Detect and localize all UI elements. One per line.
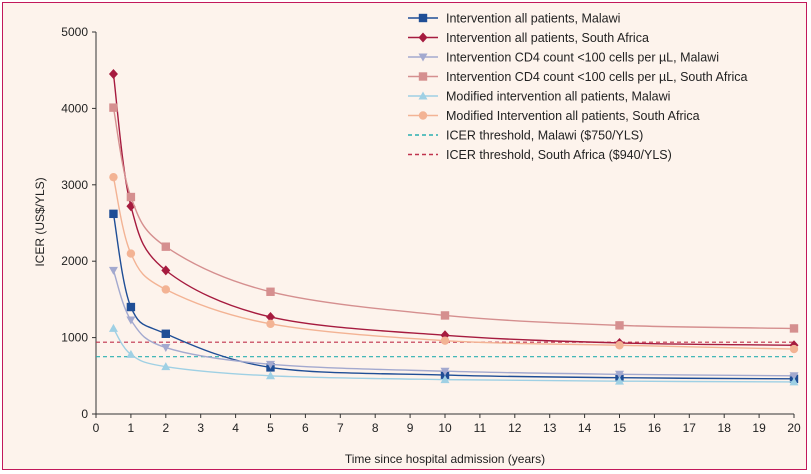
data-point (418, 32, 428, 43)
series-line (112, 107, 795, 330)
data-point (126, 316, 136, 325)
x-tick-label: 12 (508, 421, 522, 435)
axes: 0 1 2 3 4 5 6 7 8 9 10 11 12 13 14 15 16 17 18 19 2001000200… (61, 25, 801, 435)
data-point (109, 172, 118, 182)
x-tick-label: 10 (438, 421, 452, 435)
x-tick-label: 2 (162, 421, 169, 435)
data-point (161, 265, 171, 276)
x-tick-label: 1 (128, 421, 135, 435)
data-point (161, 242, 170, 251)
series-line (112, 213, 795, 380)
data-point (126, 302, 136, 312)
data-point (108, 266, 118, 275)
data-point (126, 249, 136, 258)
data-point (109, 103, 118, 112)
legend-label: Intervention CD4 count <100 cells per µL… (446, 70, 748, 84)
x-tick-label: 14 (578, 421, 592, 435)
data-point (440, 367, 450, 376)
data-point (161, 329, 170, 338)
x-tick-label: 8 (372, 421, 379, 435)
data-point (789, 377, 799, 386)
legend-label: Intervention all patients, Malawi (446, 12, 620, 26)
y-tick-label: 5000 (61, 25, 88, 39)
threshold-lines (96, 341, 794, 358)
legend: Intervention all patients, Malawi Interve… (408, 12, 748, 162)
legend-label: Modified Intervention all patients, Sout… (446, 109, 700, 123)
data-point (440, 336, 450, 345)
data-point (161, 285, 170, 294)
series-line (112, 177, 795, 350)
x-tick-label: 17 (683, 421, 697, 435)
data-point (126, 349, 136, 358)
y-tick-label: 4000 (61, 101, 88, 115)
x-tick-label: 0 (93, 421, 100, 435)
data-point (440, 375, 450, 384)
x-tick-label: 15 (613, 421, 627, 435)
data-point (109, 209, 118, 219)
y-tick-label: 0 (81, 407, 88, 421)
x-tick-label: 16 (648, 421, 662, 435)
data-point (418, 91, 428, 100)
data-point (266, 287, 275, 296)
data-point (266, 311, 275, 322)
data-point (108, 323, 118, 332)
x-tick-label: 9 (407, 421, 414, 435)
data-point (789, 324, 799, 333)
x-tick-label: 6 (302, 421, 309, 435)
data-point (418, 13, 428, 23)
x-tick-label: 5 (267, 421, 274, 435)
x-tick-label: 11 (474, 421, 487, 435)
x-tick-label: 13 (543, 421, 557, 435)
y-tick-label: 3000 (61, 178, 88, 192)
data-point (126, 192, 136, 202)
y-tick-label: 2000 (61, 254, 88, 268)
legend-label: ICER threshold, South Africa ($940/YLS) (446, 148, 672, 162)
x-tick-label: 19 (752, 421, 766, 435)
data-point (615, 341, 624, 350)
data-point (266, 360, 275, 369)
series-line (112, 328, 795, 383)
data-point (789, 372, 799, 381)
x-axis-label: Time since hospital admission (years) (345, 452, 545, 466)
data-point (108, 69, 118, 80)
x-tick-label: 20 (787, 421, 801, 435)
data-point (418, 53, 428, 62)
data-point (266, 371, 275, 380)
legend-label: Intervention all patients, South Africa (446, 31, 649, 45)
series-line (112, 270, 795, 377)
legend-label: ICER threshold, Malawi ($750/YLS) (446, 129, 643, 143)
data-point (418, 72, 428, 81)
x-tick-label: 3 (197, 421, 204, 435)
data-point (615, 321, 624, 330)
data-point (418, 111, 428, 120)
x-tick-label: 7 (337, 421, 344, 435)
data-point (266, 319, 275, 329)
x-tick-label: 18 (718, 421, 732, 435)
legend-label: Intervention CD4 count <100 cells per µL… (446, 51, 719, 65)
data-point (615, 376, 624, 385)
y-tick-label: 1000 (61, 331, 88, 345)
data-point (440, 311, 450, 320)
x-tick-label: 4 (232, 421, 239, 435)
series-group (108, 69, 799, 386)
data-point (615, 370, 624, 379)
y-axis-label: ICER (US$/YLS) (33, 177, 47, 266)
data-point (161, 344, 171, 353)
data-point (789, 344, 799, 354)
data-point (161, 362, 171, 371)
legend-label: Modified intervention all patients, Mala… (446, 90, 670, 104)
